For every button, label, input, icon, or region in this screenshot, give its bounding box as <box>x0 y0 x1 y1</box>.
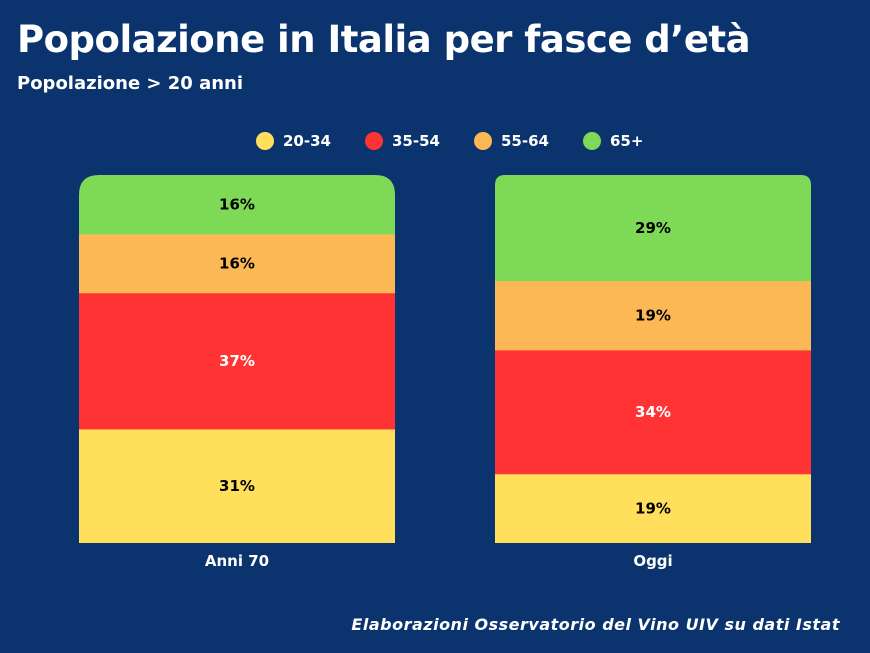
data-label: 19% <box>635 306 671 324</box>
chart-subtitle: Popolazione > 20 anni <box>17 73 244 94</box>
data-label: 29% <box>635 219 671 237</box>
source-note: Elaborazioni Osservatorio del Vino UIV s… <box>351 615 840 634</box>
legend-item-20-34: 20-34 <box>256 132 331 150</box>
legend-swatch <box>256 132 274 150</box>
x-tick-label: Oggi <box>633 552 672 570</box>
legend-item-65+: 65+ <box>582 132 644 150</box>
data-label: 31% <box>219 477 255 495</box>
bar-segment-35-54 <box>79 292 395 430</box>
bar-segment-55-64 <box>495 280 811 351</box>
data-label: 19% <box>635 499 671 517</box>
legend-label: 35-54 <box>391 132 440 150</box>
chart-title: Popolazione in Italia per fasce d’età <box>17 18 751 61</box>
bar-segment-35-54 <box>495 349 811 475</box>
x-tick-label: Anni 70 <box>205 552 269 570</box>
bar-segment-55-64 <box>79 233 395 294</box>
data-label: 34% <box>635 403 671 421</box>
legend: 20-34 35-54 55-64 65+ <box>256 132 643 150</box>
bar-segment-65+ <box>495 175 811 282</box>
bar-segment-20-34 <box>495 473 811 543</box>
bar-segment-20-34 <box>79 428 395 543</box>
bar-segment-65+ <box>79 175 395 235</box>
legend-label: 20-34 <box>283 132 331 150</box>
legend-swatch <box>473 132 492 150</box>
data-label: 16% <box>219 254 255 272</box>
legend-label: 55-64 <box>500 132 549 150</box>
legend-swatch <box>364 132 383 150</box>
data-label: 16% <box>219 195 255 213</box>
legend-swatch <box>582 132 601 150</box>
data-label: 37% <box>219 352 255 370</box>
legend-item-35-54: 35-54 <box>364 132 440 150</box>
legend-label: 65+ <box>609 132 644 150</box>
legend-item-55-64: 55-64 <box>473 132 549 150</box>
